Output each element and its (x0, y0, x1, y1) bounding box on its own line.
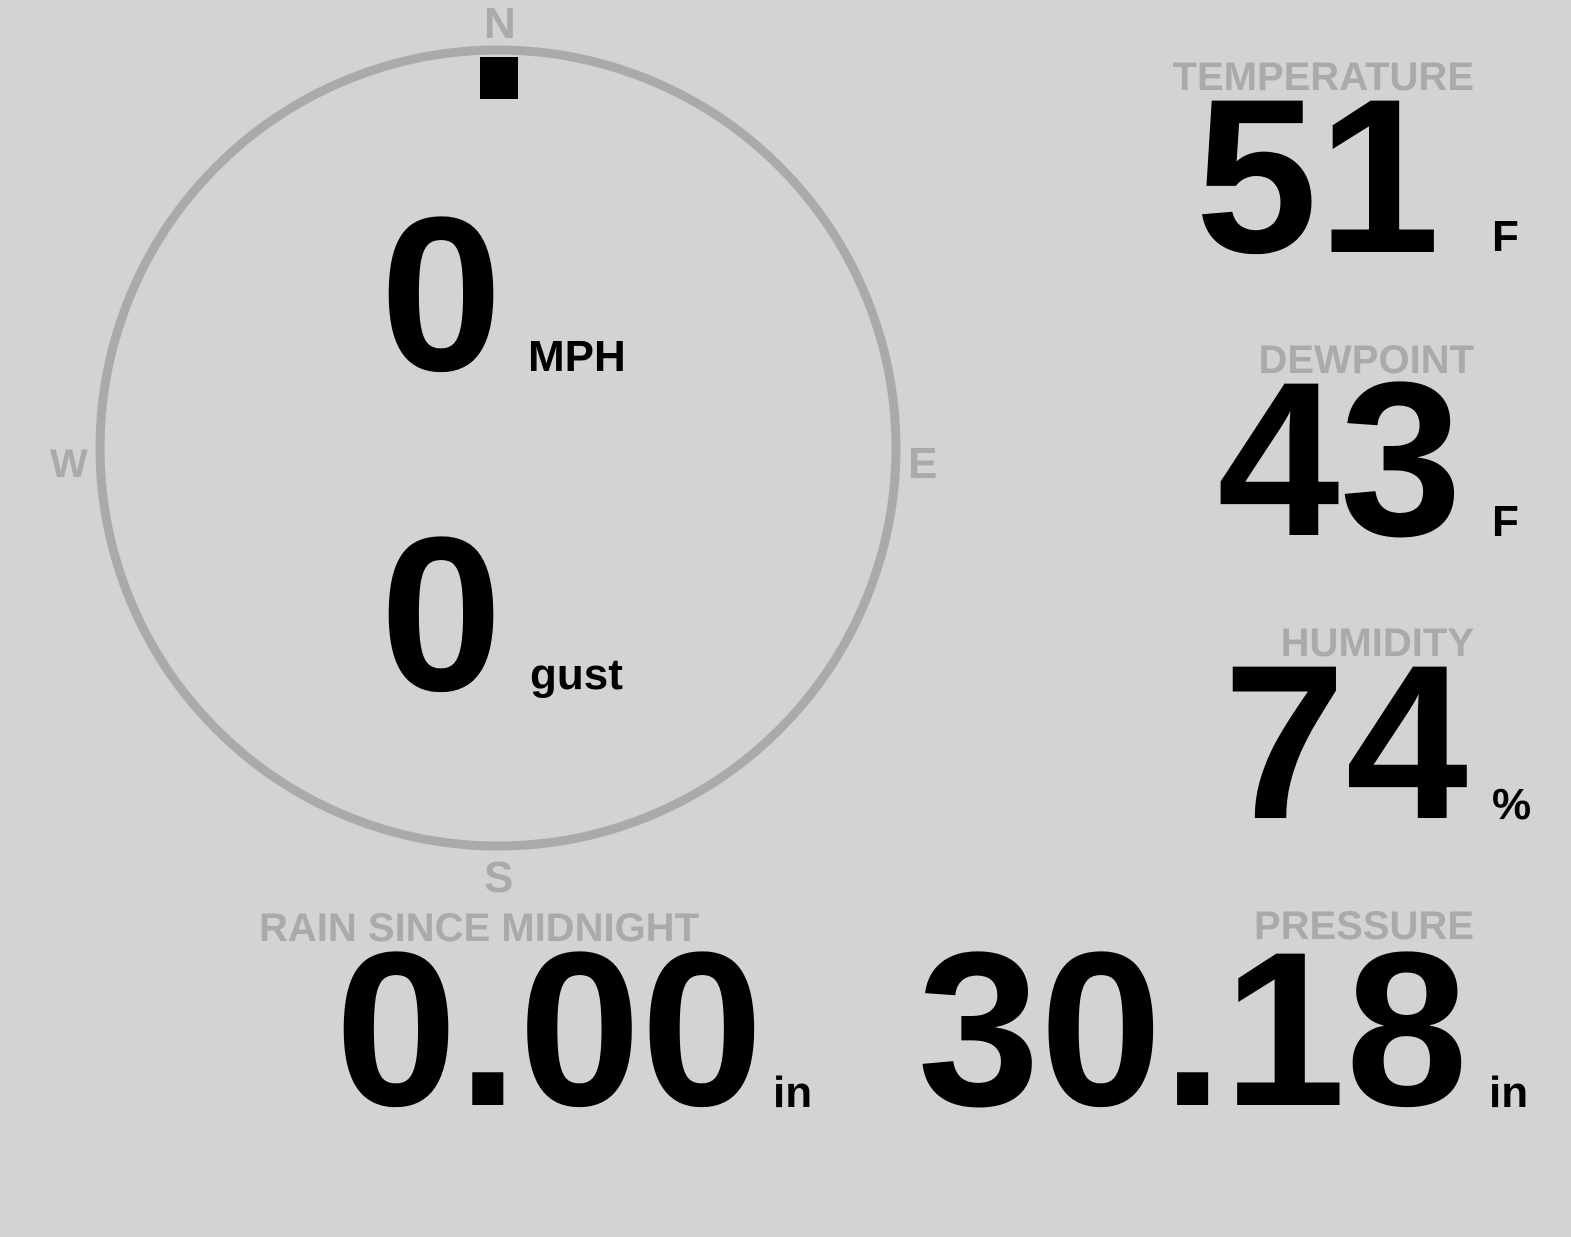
pressure-value: 30.18 (917, 906, 1468, 1152)
humidity-unit: % (1492, 780, 1532, 829)
wind-speed-value: 0 (380, 171, 503, 417)
compass-west: W (50, 442, 88, 486)
pressure-unit: in (1489, 1068, 1529, 1117)
temperature-unit: F (1492, 212, 1519, 261)
wind-gust-value: 0 (380, 491, 503, 737)
wind-speed-unit: MPH (528, 332, 626, 381)
wind-gust-label: gust (530, 650, 623, 699)
pressure-label: PRESSURE (1253, 904, 1474, 948)
compass-ring (95, 45, 901, 851)
temperature-value: 51 (1195, 53, 1440, 299)
humidity-label: HUMIDITY (1280, 621, 1474, 665)
wind-direction-marker (480, 57, 518, 99)
humidity-value: 74 (1223, 619, 1468, 865)
temperature-label: TEMPERATURE (1172, 55, 1474, 99)
dewpoint-label: DEWPOINT (1258, 338, 1474, 382)
compass-south: S (484, 853, 514, 902)
compass-east: E (908, 439, 938, 488)
rain-value: 0.00 (335, 906, 764, 1152)
dewpoint-unit: F (1492, 497, 1519, 546)
compass-north: N (484, 0, 516, 48)
dewpoint-value: 43 (1217, 336, 1462, 582)
rain-unit: in (773, 1068, 813, 1117)
rain-label: RAIN SINCE MIDNIGHT (259, 906, 699, 950)
